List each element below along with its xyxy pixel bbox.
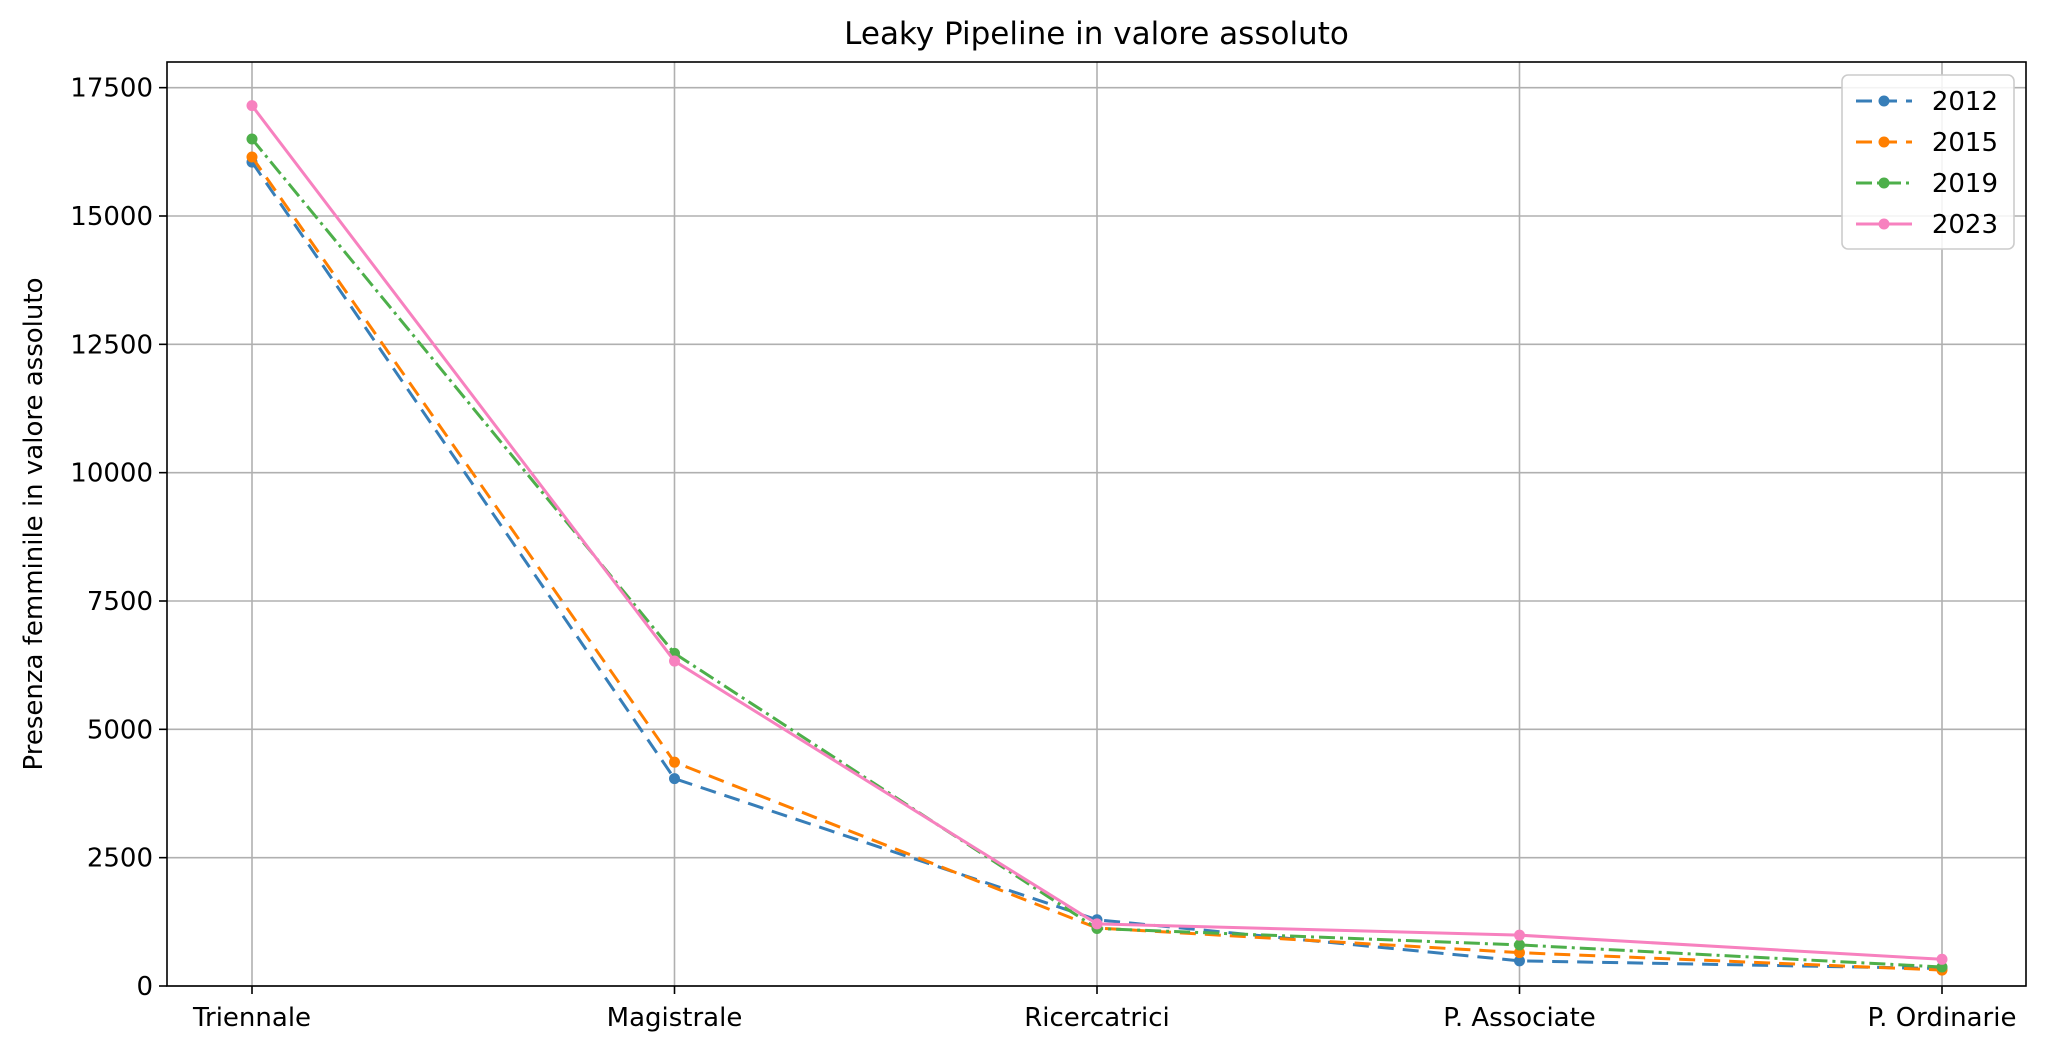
grid	[167, 62, 2026, 987]
legend-marker	[1878, 136, 1890, 148]
y-axis-label: Presenza femminile in valore assoluto	[19, 278, 49, 771]
data-point	[246, 151, 258, 163]
legend: 2012 2015 2019 2023	[1841, 74, 2015, 250]
legend-item: 2023	[1856, 210, 1998, 240]
data-point	[246, 100, 258, 112]
data-point	[669, 756, 680, 768]
legend-marker	[1878, 177, 1890, 189]
series-layer	[246, 100, 1948, 976]
data-point	[669, 655, 680, 667]
series-line	[250, 156, 1943, 972]
series-2023	[246, 100, 1948, 965]
legend-label: 2019	[1932, 169, 1998, 199]
data-point	[246, 133, 258, 145]
legend-label: 2015	[1932, 128, 1998, 158]
ticks: 0 2500 5000 7500 10000 12500 15000 17500 Trienna…	[70, 74, 2016, 1033]
legend-marker	[1878, 218, 1890, 230]
data-point	[1514, 929, 1525, 941]
legend-item: 2015	[1856, 128, 1998, 158]
data-point	[1514, 955, 1525, 967]
legend-label: 2023	[1932, 210, 1998, 240]
y-tick-label: 10000	[70, 459, 153, 489]
x-tick-label: Triennale	[192, 1003, 311, 1033]
data-point	[1514, 939, 1525, 951]
y-tick-label: 17500	[70, 74, 153, 104]
legend-item: 2012	[1856, 87, 1998, 117]
y-tick-label: 15000	[70, 202, 153, 232]
y-tick-label: 7500	[87, 587, 153, 617]
x-tick-label: Ricercatrici	[1024, 1003, 1170, 1033]
data-point	[1514, 947, 1525, 959]
legend-marker	[1878, 95, 1890, 107]
y-tick-label: 2500	[87, 844, 153, 874]
x-tick-label: P. Associate	[1443, 1003, 1596, 1033]
data-point	[1091, 918, 1103, 930]
y-tick-label: 5000	[87, 715, 153, 745]
legend-box	[1841, 74, 2015, 250]
legend-item: 2019	[1856, 169, 1998, 199]
x-tick-label: Magistrale	[607, 1003, 743, 1033]
data-point	[669, 773, 680, 785]
data-point	[1936, 953, 1948, 965]
data-point	[1936, 961, 1948, 973]
series-line	[250, 161, 1943, 971]
x-tick-label: P. Ordinarie	[1868, 1003, 2017, 1033]
y-tick-label: 12500	[70, 330, 153, 360]
legend-label: 2012	[1932, 87, 1998, 117]
y-tick-label: 0	[136, 972, 153, 1002]
chart-title: Leaky Pipeline in valore assoluto	[844, 16, 1349, 52]
